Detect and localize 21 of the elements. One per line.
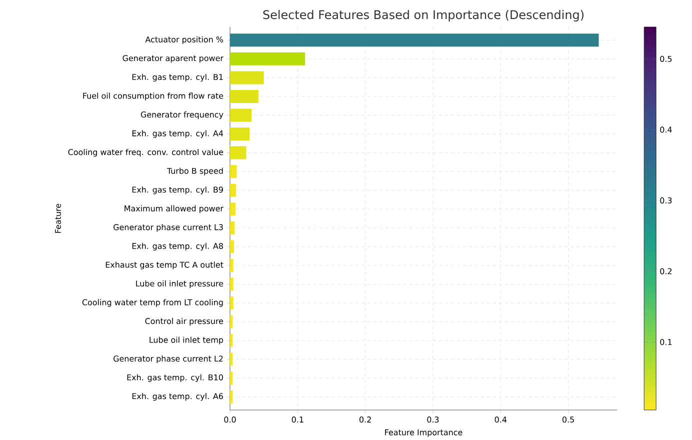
bar [230, 334, 233, 348]
bar [230, 258, 234, 272]
bar [230, 352, 233, 366]
bar [230, 296, 234, 310]
bar [230, 34, 599, 47]
bar [230, 372, 233, 385]
bar [230, 71, 264, 84]
bar [230, 315, 233, 328]
bar [230, 390, 233, 404]
bar [230, 202, 236, 216]
bar [230, 165, 237, 178]
bar [230, 52, 306, 66]
bar [230, 90, 258, 103]
bar [230, 108, 252, 122]
bar [230, 146, 246, 160]
bar [230, 128, 250, 141]
bar [230, 221, 235, 234]
chart-title: Selected Features Based on Importance (Descending) [263, 10, 584, 22]
bar [230, 278, 234, 291]
bar [230, 240, 234, 254]
bar [230, 184, 236, 197]
